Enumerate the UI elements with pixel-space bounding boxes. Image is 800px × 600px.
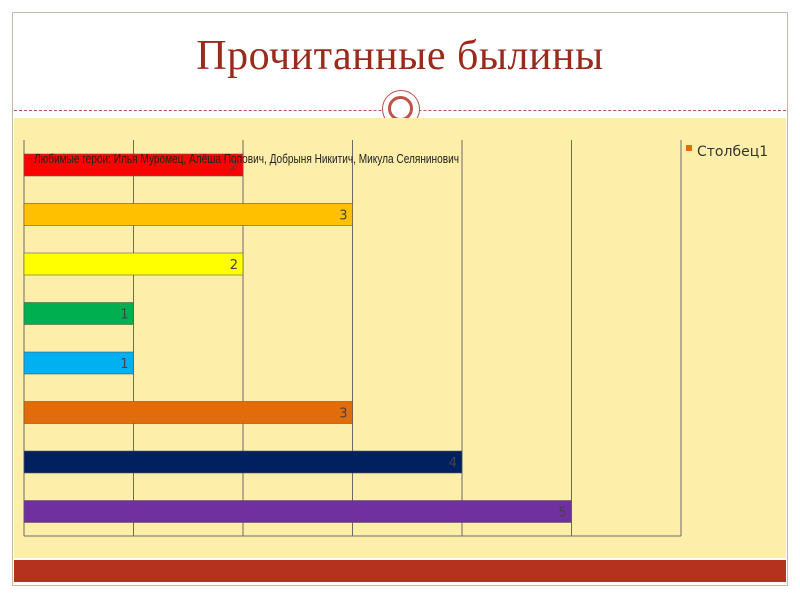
data-label: 2: [230, 159, 238, 174]
data-label: 3: [339, 209, 347, 224]
data-label: 4: [449, 456, 457, 471]
bar: [23, 450, 463, 474]
bar: [23, 203, 353, 226]
bar-chart: 2 3 2 1 1 3 4 5 Любимые герои: Илья Муромец, Алё…: [23, 140, 768, 537]
bar: [23, 351, 134, 375]
legend-label: Столбец1: [697, 144, 768, 160]
bar: [23, 252, 244, 276]
slide-title: Прочитанные былины: [196, 33, 604, 79]
bar: [23, 500, 572, 523]
data-label: 2: [230, 258, 238, 273]
chart-area: 2 3 2 1 1 3 4 5 Любимые герои: Илья Муромец, Алё…: [14, 118, 786, 558]
data-label: 1: [120, 308, 128, 323]
chart-caption: Любимые герои: Илья Муромец, Алёша Попов…: [34, 151, 459, 166]
data-label: 1: [120, 357, 128, 372]
bar: [23, 153, 244, 177]
data-label: 3: [339, 407, 347, 422]
bar: [23, 401, 353, 424]
footer-bar: [14, 560, 786, 582]
slide-frame: [12, 12, 788, 586]
bar: [23, 302, 134, 325]
legend-swatch: [686, 145, 692, 151]
data-label: 5: [558, 506, 566, 521]
